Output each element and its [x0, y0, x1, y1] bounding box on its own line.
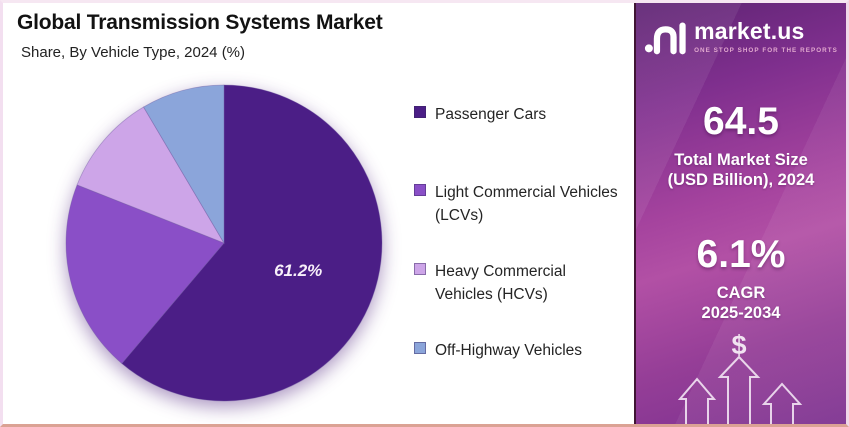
pie-slice-label: 61.2% — [274, 261, 322, 280]
legend-label: Passenger Cars — [435, 106, 547, 123]
pie-slice-4 — [143, 84, 225, 245]
brand-name: market.us — [694, 18, 805, 44]
cagr-label: CAGR 2025-2034 — [701, 284, 781, 323]
pie-chart-container: 61.2% — [59, 78, 389, 408]
total-market-size-stat: 64.5 Total Market Size (USD Billion), 20… — [636, 102, 846, 190]
cagr-value: 6.1% — [696, 233, 786, 276]
market-size-value: 64.5 — [703, 100, 779, 143]
page-title: Global Transmission Systems Market — [17, 11, 383, 34]
legend-item-hcv: Heavy Commercial Vehicles (HCVs) — [414, 260, 566, 307]
up-arrow-icon — [761, 382, 803, 424]
legend-item-lcv: Light Commercial Vehicles (LCVs) — [414, 181, 618, 228]
legend-swatch — [414, 263, 426, 275]
up-arrow-icon — [717, 355, 761, 424]
brand-logo: market.us ONE STOP SHOP FOR THE REPORTS — [636, 19, 846, 55]
chart-subtitle: Share, By Vehicle Type, 2024 (%) — [21, 44, 246, 61]
pie-slice-1 — [121, 84, 383, 402]
legend-swatch — [414, 106, 426, 118]
legend-swatch — [414, 184, 426, 196]
legend-label: Off-Highway Vehicles — [435, 342, 583, 359]
brand-tagline: ONE STOP SHOP FOR THE REPORTS — [694, 47, 838, 54]
legend-item-off-highway: Off-Highway Vehicles — [414, 339, 582, 362]
growth-arrows-graphic: $ — [677, 330, 803, 424]
pie-slice-2 — [65, 184, 225, 365]
legend-label: Light Commercial Vehicles (LCVs) — [435, 184, 618, 225]
pie-slice-3 — [76, 106, 225, 244]
pie-chart: 61.2% — [65, 84, 383, 402]
legend-swatch — [414, 342, 426, 354]
dollar-icon: $ — [731, 330, 746, 360]
legend-item-passenger-cars: Passenger Cars — [414, 103, 546, 126]
brand-sidebar: market.us ONE STOP SHOP FOR THE REPORTS … — [634, 3, 846, 424]
market-size-label: Total Market Size (USD Billion), 2024 — [667, 151, 815, 190]
brand-text: market.us ONE STOP SHOP FOR THE REPORTS — [694, 18, 838, 55]
up-arrow-icon — [677, 377, 717, 424]
market-us-logo-icon — [644, 22, 686, 55]
cagr-stat: 6.1% CAGR 2025-2034 — [636, 235, 846, 323]
legend-label: Heavy Commercial Vehicles (HCVs) — [435, 263, 566, 304]
chart-panel: Global Transmission Systems Market Share… — [3, 3, 637, 424]
